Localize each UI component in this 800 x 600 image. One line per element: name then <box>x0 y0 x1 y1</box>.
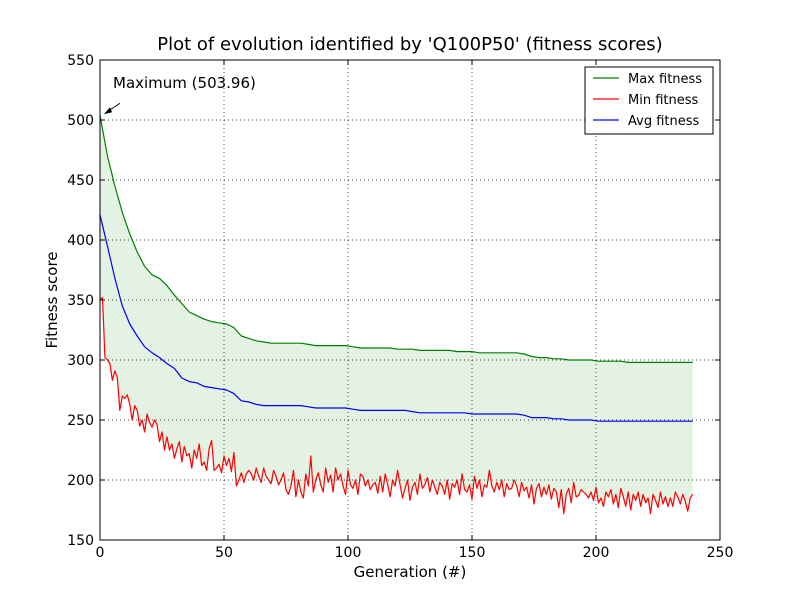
legend-label-max-fitness: Max fitness <box>628 72 702 87</box>
x-tick-label: 0 <box>96 545 105 561</box>
x-tick-label: 150 <box>459 545 486 561</box>
annotation-arrowhead <box>104 107 112 115</box>
plot-area: 0 50 100 150 200 250 150 200 250 300 350 400 450 500 5… <box>67 53 733 561</box>
fill-between-area <box>100 115 693 514</box>
legend-label-min-fitness: Min fitness <box>628 93 698 108</box>
x-tick-label: 50 <box>215 545 233 561</box>
x-tick-label: 250 <box>707 545 734 561</box>
y-tick-label: 500 <box>67 113 94 129</box>
annotation-label: Maximum (503.96) <box>113 74 256 92</box>
y-axis-title: Fitness score <box>43 251 61 348</box>
y-tick-label: 400 <box>67 233 94 249</box>
legend-label-avg-fitness: Avg fitness <box>628 114 700 129</box>
x-tick-label: 100 <box>335 545 362 561</box>
series-line-avg-fitness <box>99 214 693 422</box>
series-line-max-fitness <box>99 115 693 363</box>
y-tick-label: 450 <box>67 173 94 189</box>
y-tick-label: 250 <box>67 413 94 429</box>
x-axis-title: Generation (#) <box>354 563 467 581</box>
chart-title: Plot of evolution identified by 'Q100P50… <box>157 34 662 55</box>
y-tick-label: 550 <box>67 53 94 69</box>
y-tick-label: 300 <box>67 353 94 369</box>
legend: Max fitness Min fitness Avg fitness <box>584 66 714 135</box>
y-tick-label: 150 <box>67 533 94 549</box>
x-tick-label: 200 <box>583 545 610 561</box>
y-tick-label: 350 <box>67 293 94 309</box>
y-tick-label: 200 <box>67 473 94 489</box>
series-line-min-fitness <box>99 297 694 515</box>
